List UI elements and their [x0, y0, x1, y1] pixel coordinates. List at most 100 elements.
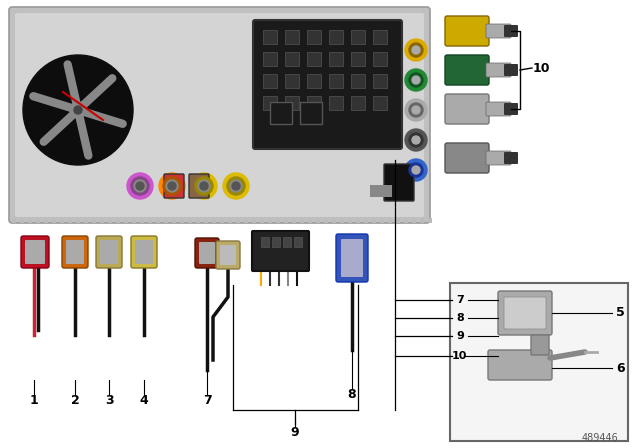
Bar	[283, 237, 291, 247]
Bar	[36, 218, 40, 223]
Circle shape	[412, 76, 420, 84]
Bar	[172, 218, 176, 223]
Circle shape	[230, 180, 242, 192]
Text: 489446: 489446	[581, 433, 618, 443]
Circle shape	[405, 39, 427, 61]
Bar	[285, 30, 299, 44]
Circle shape	[191, 173, 217, 199]
Circle shape	[136, 182, 144, 190]
FancyBboxPatch shape	[25, 240, 45, 264]
Bar	[285, 74, 299, 88]
Bar	[329, 52, 343, 66]
Bar	[204, 218, 208, 223]
FancyBboxPatch shape	[488, 350, 552, 380]
Bar	[348, 218, 352, 223]
FancyBboxPatch shape	[445, 94, 489, 124]
FancyBboxPatch shape	[504, 152, 518, 164]
Text: 4: 4	[140, 393, 148, 406]
Circle shape	[412, 106, 420, 114]
FancyBboxPatch shape	[21, 236, 49, 268]
Bar	[308, 218, 312, 223]
Bar	[116, 218, 120, 223]
Circle shape	[409, 163, 423, 177]
Circle shape	[405, 99, 427, 121]
Circle shape	[195, 177, 213, 195]
Bar	[140, 218, 144, 223]
Bar	[450, 283, 628, 441]
Bar	[373, 52, 387, 66]
Bar	[20, 218, 24, 223]
Bar	[396, 218, 400, 223]
FancyBboxPatch shape	[164, 174, 184, 198]
Bar	[351, 96, 365, 110]
Bar	[132, 218, 136, 223]
Bar	[285, 52, 299, 66]
Bar	[356, 218, 360, 223]
Bar	[307, 52, 321, 66]
FancyBboxPatch shape	[486, 151, 511, 165]
FancyBboxPatch shape	[445, 16, 489, 46]
Bar	[329, 74, 343, 88]
Circle shape	[23, 55, 133, 165]
Bar	[44, 218, 48, 223]
Bar	[68, 218, 72, 223]
FancyBboxPatch shape	[216, 241, 240, 269]
FancyBboxPatch shape	[66, 240, 84, 264]
Circle shape	[163, 177, 181, 195]
Bar	[212, 218, 216, 223]
Circle shape	[131, 177, 149, 195]
FancyBboxPatch shape	[384, 164, 414, 201]
Text: 2: 2	[70, 393, 79, 406]
Text: 10: 10	[452, 351, 467, 361]
Bar	[260, 218, 264, 223]
Bar	[100, 218, 104, 223]
Bar	[236, 218, 240, 223]
FancyBboxPatch shape	[336, 234, 368, 282]
Bar	[188, 218, 192, 223]
Bar	[294, 237, 302, 247]
Circle shape	[412, 46, 420, 54]
Bar	[420, 218, 424, 223]
FancyBboxPatch shape	[486, 63, 511, 77]
Bar	[180, 218, 184, 223]
FancyBboxPatch shape	[504, 103, 518, 115]
Circle shape	[200, 182, 208, 190]
Circle shape	[198, 180, 210, 192]
Bar	[380, 218, 384, 223]
FancyBboxPatch shape	[253, 20, 402, 149]
Text: 8: 8	[348, 388, 356, 401]
Bar	[300, 218, 304, 223]
Bar	[124, 218, 128, 223]
Bar	[404, 218, 408, 223]
Bar	[12, 218, 16, 223]
FancyBboxPatch shape	[195, 238, 219, 268]
FancyBboxPatch shape	[199, 242, 215, 264]
Bar	[108, 218, 112, 223]
Bar	[372, 218, 376, 223]
Text: 8: 8	[456, 313, 464, 323]
Circle shape	[409, 133, 423, 147]
Circle shape	[166, 180, 178, 192]
Bar	[412, 218, 416, 223]
Bar	[285, 96, 299, 110]
Bar	[60, 218, 64, 223]
Bar	[307, 30, 321, 44]
Circle shape	[134, 180, 146, 192]
Bar	[351, 74, 365, 88]
FancyBboxPatch shape	[15, 13, 424, 217]
FancyBboxPatch shape	[498, 291, 552, 335]
Bar	[263, 74, 277, 88]
Bar	[268, 218, 272, 223]
FancyBboxPatch shape	[486, 102, 511, 116]
Bar	[364, 218, 368, 223]
Text: 5: 5	[616, 306, 625, 319]
Text: 1: 1	[29, 393, 38, 406]
Bar	[196, 218, 200, 223]
Bar	[263, 96, 277, 110]
Text: 7: 7	[203, 393, 211, 406]
Text: 3: 3	[105, 393, 113, 406]
Circle shape	[232, 182, 240, 190]
Bar	[329, 30, 343, 44]
Text: 9: 9	[291, 426, 300, 439]
FancyBboxPatch shape	[341, 239, 363, 277]
